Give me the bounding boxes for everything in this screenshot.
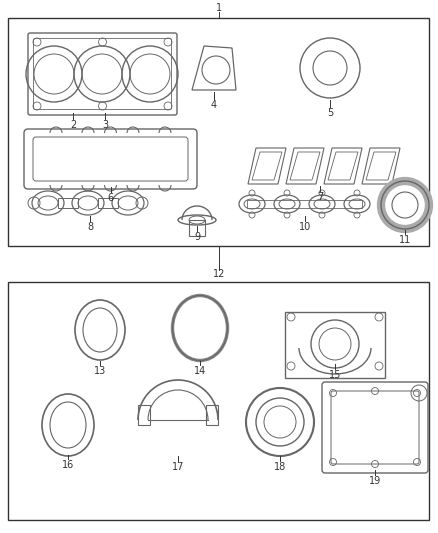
- Text: 12: 12: [213, 269, 225, 279]
- Text: 11: 11: [399, 235, 411, 245]
- Bar: [98, 198, 118, 208]
- Bar: [285, 312, 385, 378]
- Text: 7: 7: [317, 192, 323, 202]
- Bar: [8, 18, 429, 246]
- Bar: [138, 405, 150, 425]
- Bar: [206, 405, 218, 425]
- Text: 17: 17: [172, 462, 184, 472]
- Text: 8: 8: [87, 222, 93, 232]
- Bar: [247, 200, 362, 208]
- Text: 10: 10: [299, 222, 311, 232]
- Text: 16: 16: [62, 460, 74, 470]
- Text: 1: 1: [216, 3, 222, 13]
- Text: 13: 13: [94, 366, 106, 376]
- Text: 19: 19: [369, 476, 381, 486]
- Text: 9: 9: [194, 232, 200, 242]
- Bar: [8, 282, 429, 520]
- Text: 3: 3: [102, 120, 108, 130]
- Bar: [58, 198, 78, 208]
- Text: 15: 15: [329, 370, 341, 380]
- Text: 4: 4: [211, 100, 217, 110]
- Text: 5: 5: [327, 108, 333, 118]
- Bar: [189, 220, 205, 236]
- Text: 18: 18: [274, 462, 286, 472]
- Text: 14: 14: [194, 366, 206, 376]
- Text: 6: 6: [107, 193, 113, 203]
- Text: 2: 2: [70, 120, 76, 130]
